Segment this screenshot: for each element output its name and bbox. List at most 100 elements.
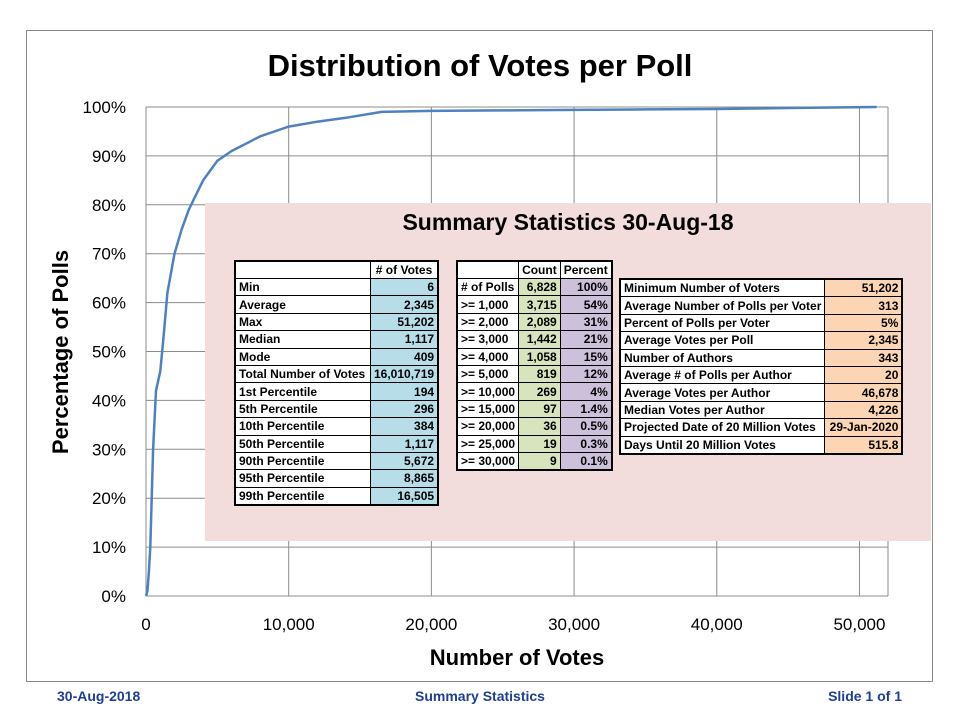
table-row: 10th Percentile 384	[234, 417, 439, 436]
author-stat-label: Average # of Polls per Author	[619, 365, 826, 385]
author-stat-value: 20	[824, 365, 903, 385]
x-tick-label: 20,000	[405, 615, 457, 634]
table-row: Number of Authors 343	[619, 348, 903, 367]
percent-value: 0.5%	[559, 417, 613, 436]
threshold-label: >= 30,000	[456, 451, 520, 471]
table-row: Average Votes per Author 46,678	[619, 383, 903, 402]
y-tick-label: 80%	[92, 196, 126, 215]
y-tick-label: 50%	[92, 343, 126, 362]
count-value: 6,828	[518, 277, 561, 297]
x-tick-label: 10,000	[263, 615, 315, 634]
table-row: >= 20,000 36 0.5%	[456, 417, 613, 436]
table-row: >= 15,000 97 1.4%	[456, 399, 613, 419]
summary-panel: Summary Statistics 30-Aug-18 # of Votes M…	[205, 203, 931, 541]
y-tick-label: 0%	[101, 587, 126, 606]
stat-label: 95th Percentile	[234, 469, 371, 488]
table-row: Average # of Polls per Author 20	[619, 365, 903, 385]
table-row: >= 5,000 819 12%	[456, 364, 613, 384]
stat-label: 10th Percentile	[234, 417, 371, 436]
table-row: Min 6	[234, 277, 439, 297]
stat-label: Median	[234, 330, 371, 349]
threshold-label: # of Polls	[456, 277, 520, 297]
x-tick-label: 0	[141, 615, 150, 634]
table-row: >= 3,000 1,442 21%	[456, 330, 613, 349]
x-tick-label: 30,000	[548, 615, 600, 634]
author-stat-label: Average Votes per Poll	[619, 331, 826, 350]
author-stat-value: 46,678	[824, 383, 903, 402]
percent-value: 54%	[559, 295, 613, 314]
stat-label: Average	[234, 295, 371, 314]
stat-label: 90th Percentile	[234, 451, 371, 471]
chart-title: Distribution of Votes per Poll	[268, 48, 693, 83]
stat-label: 5th Percentile	[234, 399, 371, 419]
percent-value: 12%	[559, 364, 613, 384]
stat-value: 384	[370, 417, 439, 436]
stat-label: Max	[234, 312, 371, 332]
series-line	[144, 105, 877, 597]
author-stat-value: 5%	[824, 313, 903, 333]
table-row: >= 10,000 269 4%	[456, 382, 613, 401]
x-tick-labels: 0 10,000 20,000 30,000 40,000 50,000	[141, 615, 885, 634]
author-stat-value: 515.8	[824, 435, 903, 455]
stat-value: 51,202	[370, 312, 439, 332]
table-row: Percent of Polls per Voter 5%	[619, 313, 903, 333]
percent-value: 1.4%	[559, 399, 613, 419]
percent-value: 0.1%	[559, 451, 613, 471]
author-stat-label: Minimum Number of Voters	[619, 278, 826, 298]
percent-value: 4%	[559, 382, 613, 401]
count-value: 97	[518, 399, 561, 419]
author-stat-label: Projected Date of 20 Million Votes	[619, 418, 826, 437]
table-row: 90th Percentile 5,672	[234, 451, 439, 471]
table-row: Median 1,117	[234, 330, 439, 349]
count-value: 1,442	[518, 330, 561, 349]
author-stat-label: Number of Authors	[619, 348, 826, 367]
stat-value: 5,672	[370, 451, 439, 471]
table-row: Minimum Number of Voters 51,202	[619, 278, 903, 298]
percent-value: 15%	[559, 347, 613, 366]
count-value: 269	[518, 382, 561, 401]
threshold-label: >= 4,000	[456, 347, 520, 366]
stat-value: 8,865	[370, 469, 439, 488]
count-value: 3,715	[518, 295, 561, 314]
table-row: 5th Percentile 296	[234, 399, 439, 419]
threshold-label: >= 2,000	[456, 312, 520, 332]
table-row: Median Votes per Author 4,226	[619, 400, 903, 420]
count-value: 819	[518, 364, 561, 384]
author-stat-label: Percent of Polls per Voter	[619, 313, 826, 333]
table-row: Days Until 20 Million Votes 515.8	[619, 435, 903, 455]
stat-value: 1,117	[370, 330, 439, 349]
percent-header-cell: Percent	[559, 260, 613, 279]
stat-value: 194	[370, 382, 439, 401]
threshold-label: >= 10,000	[456, 382, 520, 401]
threshold-label: >= 15,000	[456, 399, 520, 419]
stat-value: 16,505	[370, 486, 439, 506]
stat-label: 1st Percentile	[234, 382, 371, 401]
author-stat-label: Average Number of Polls per Voter	[619, 296, 826, 315]
stat-label: Min	[234, 277, 371, 297]
summary-title: Summary Statistics 30-Aug-18	[402, 209, 734, 235]
count-value: 9	[518, 451, 561, 471]
threshold-label: >= 1,000	[456, 295, 520, 314]
table-row: 50th Percentile 1,117	[234, 434, 439, 453]
stat-label: Mode	[234, 347, 371, 366]
author-stat-value: 51,202	[824, 278, 903, 298]
table-header-row: Count Percent	[456, 260, 613, 279]
stat-value: 2,345	[370, 295, 439, 314]
count-value: 36	[518, 417, 561, 436]
table-row: 99th Percentile 16,505	[234, 486, 439, 506]
votes-header-cell: # of Votes	[370, 260, 439, 279]
slide-frame	[26, 30, 933, 682]
header-blank-cell	[456, 260, 520, 279]
percent-value: 0.3%	[559, 434, 613, 453]
y-tick-label: 90%	[92, 147, 126, 166]
threshold-label: >= 20,000	[456, 417, 520, 436]
table-row: 95th Percentile 8,865	[234, 469, 439, 488]
table-row: Average Votes per Poll 2,345	[619, 331, 903, 350]
author-stat-value: 313	[824, 296, 903, 315]
y-tick-label: 60%	[92, 294, 126, 313]
polls-count-table: Count Percent # of Polls 6,828 100% >= 1,000 3…	[456, 260, 613, 472]
y-tick-label: 20%	[92, 489, 126, 508]
table-row: Mode 409	[234, 347, 439, 366]
table-row: Total Number of Votes 16,010,719	[234, 364, 439, 384]
stat-value: 409	[370, 347, 439, 366]
